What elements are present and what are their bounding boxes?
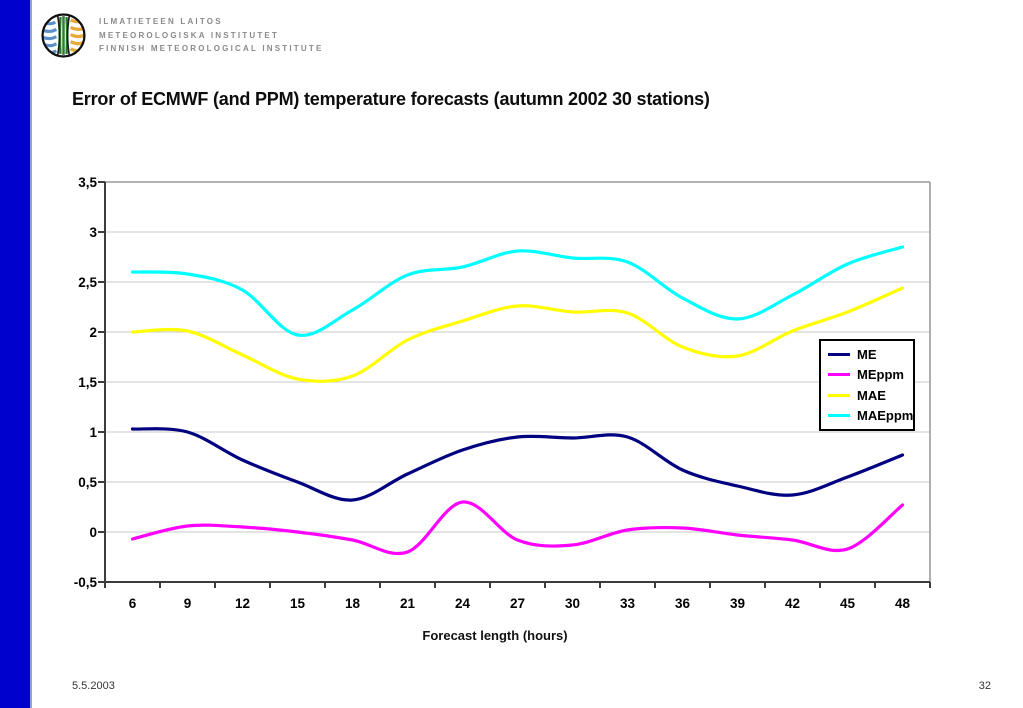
x-tick-label: 27 bbox=[510, 596, 525, 611]
series-line-MEppm bbox=[130, 500, 905, 556]
legend-entry-MAE: MAE bbox=[828, 388, 911, 403]
y-tick-label: 0,5 bbox=[78, 475, 97, 490]
legend-entry-ME: ME bbox=[828, 347, 911, 362]
fmi-logo-text: ILMATIETEEN LAITOS METEOROLOGISKA INSTIT… bbox=[99, 15, 323, 56]
legend-swatch-MEppm bbox=[828, 373, 850, 377]
legend-swatch-MAEppm bbox=[828, 414, 850, 418]
fmi-logo-block: ILMATIETEEN LAITOS METEOROLOGISKA INSTIT… bbox=[40, 12, 323, 59]
y-tick-label: 1 bbox=[89, 425, 97, 440]
series-line-MAE bbox=[130, 286, 905, 383]
logo-line-fi: ILMATIETEEN LAITOS bbox=[99, 17, 223, 27]
x-tick-label: 48 bbox=[895, 596, 911, 611]
x-tick-label: 24 bbox=[455, 596, 471, 611]
y-tick-label: 2 bbox=[89, 325, 97, 340]
y-tick-label: 2,5 bbox=[78, 275, 97, 290]
legend-entry-MAEppm: MAEppm bbox=[828, 408, 914, 424]
legend-label: MAE bbox=[857, 387, 886, 403]
fmi-globe-icon bbox=[41, 13, 86, 58]
legend-label: MEppm bbox=[857, 367, 904, 383]
logo-line-sv: METEOROLOGISKA INSTITUTET bbox=[99, 30, 280, 40]
x-tick-label: 6 bbox=[129, 596, 137, 611]
x-axis-title: Forecast length (hours) bbox=[422, 628, 568, 643]
x-tick-label: 21 bbox=[400, 596, 416, 611]
legend-swatch-ME bbox=[828, 352, 850, 356]
legend-entry-MEppm: MEppm bbox=[828, 367, 911, 382]
legend-label: MAEppm bbox=[857, 408, 914, 424]
x-tick-label: 18 bbox=[345, 596, 361, 611]
legend-swatch-MAE bbox=[828, 393, 850, 397]
x-tick-label: 15 bbox=[290, 596, 306, 611]
y-tick-label: -0,5 bbox=[74, 575, 98, 590]
x-tick-label: 39 bbox=[730, 596, 745, 611]
x-tick-label: 36 bbox=[675, 596, 691, 611]
slide-title: Error of ECMWF (and PPM) temperature for… bbox=[72, 89, 710, 109]
legend-label: ME bbox=[857, 346, 877, 362]
series-line-MAEppm bbox=[130, 245, 905, 337]
y-tick-label: 3,5 bbox=[78, 175, 97, 190]
x-tick-label: 33 bbox=[620, 596, 636, 611]
x-tick-label: 45 bbox=[840, 596, 856, 611]
series-line-ME bbox=[130, 427, 905, 502]
x-tick-label: 42 bbox=[785, 596, 800, 611]
accent-sidebar bbox=[0, 0, 32, 708]
page-number: 32 bbox=[978, 680, 991, 692]
logo-line-en: FINNISH METEOROLOGICAL INSTITUTE bbox=[99, 44, 324, 54]
y-tick-label: 1,5 bbox=[78, 375, 97, 390]
x-tick-label: 9 bbox=[184, 596, 192, 611]
chart-legend: ME MEppm MAE MAEppm bbox=[819, 339, 915, 431]
footer-date: 5.5.2003 bbox=[72, 680, 115, 692]
x-tick-label: 30 bbox=[565, 596, 580, 611]
x-tick-label: 12 bbox=[235, 596, 250, 611]
y-tick-label: 0 bbox=[89, 525, 97, 540]
y-tick-label: 3 bbox=[89, 225, 97, 240]
